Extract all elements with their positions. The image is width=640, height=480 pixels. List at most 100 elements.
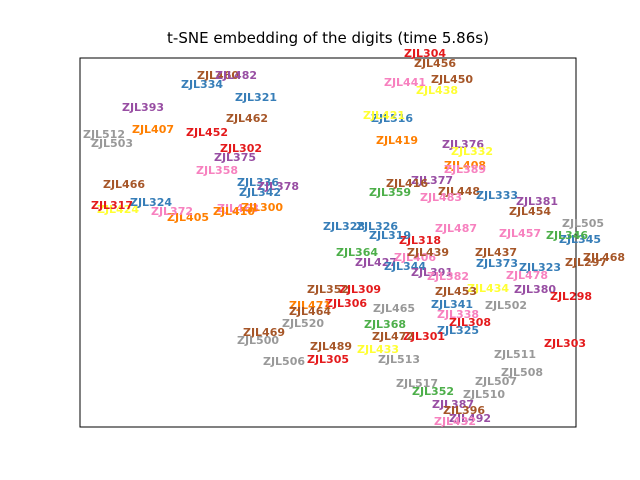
point-label: ZJL478 — [506, 269, 548, 282]
point-label: ZJL381 — [516, 195, 558, 208]
point-label: ZJL502 — [485, 299, 527, 312]
point-label: ZJL326 — [356, 220, 398, 233]
point-label: ZJL396 — [443, 404, 485, 417]
point-label: ZJL298 — [550, 290, 592, 303]
point-label: ZJL433 — [357, 343, 399, 356]
point-label: ZJL466 — [103, 178, 145, 191]
point-label: ZJL324 — [130, 196, 172, 209]
point-label: ZJL297 — [565, 256, 607, 269]
point-label: ZJL304 — [404, 47, 446, 60]
point-label: ZJL332 — [451, 145, 493, 158]
point-label: ZJL408 — [444, 159, 486, 172]
point-label: ZJL471 — [289, 299, 331, 312]
point-label: ZJL372 — [151, 205, 193, 218]
point-label: ZJL346 — [546, 229, 588, 242]
point-label: ZJL424 — [97, 203, 139, 216]
point-label: ZJL325 — [437, 324, 479, 337]
point-label: ZJL492 — [449, 412, 491, 425]
point-label: ZJL380 — [514, 283, 556, 296]
point-label: ZJL462 — [226, 112, 268, 125]
point-label: ZJL303 — [544, 337, 586, 350]
point-label: ZJL389 — [444, 163, 486, 176]
point-label: ZJL507 — [475, 375, 517, 388]
point-label: ZJL336 — [237, 176, 279, 189]
point-label: ZJL302 — [220, 142, 262, 155]
point-label: ZJL450 — [431, 73, 473, 86]
point-label: ZJL358 — [196, 164, 238, 177]
point-label: ZJL317 — [91, 199, 133, 212]
point-label: ZJL452 — [186, 126, 228, 139]
point-label: ZJL334 — [181, 78, 223, 91]
point-label: ZJL323 — [519, 261, 561, 274]
point-label: ZJL464 — [289, 305, 331, 318]
point-label: ZJL352 — [307, 283, 349, 296]
point-label: ZJL306 — [325, 297, 367, 310]
point-label: ZJL387 — [432, 398, 474, 411]
point-label: ZJL378 — [257, 180, 299, 193]
point-label: ZJL513 — [378, 353, 420, 366]
chart-title: t-SNE embedding of the digits (time 5.86… — [167, 29, 489, 47]
point-label: ZJL489 — [310, 340, 352, 353]
point-label: ZJL368 — [364, 318, 406, 331]
point-label: ZJL468 — [583, 251, 625, 264]
point-label: ZJL448 — [438, 185, 480, 198]
point-label: ZJL333 — [476, 189, 518, 202]
point-label: ZJL457 — [499, 227, 541, 240]
point-label: ZJL453 — [435, 285, 477, 298]
point-label: ZJL508 — [501, 366, 543, 379]
point-label: ZJL344 — [384, 260, 426, 273]
point-label: ZJL309 — [339, 283, 381, 296]
point-label: ZJL505 — [562, 217, 604, 230]
point-label: ZJL341 — [431, 298, 473, 311]
point-label: ZJL416 — [386, 177, 428, 190]
point-label: ZJL410 — [213, 205, 255, 218]
plot-frame — [79, 57, 577, 428]
point-label: ZJL456 — [414, 57, 456, 70]
point-label: ZJL487 — [435, 222, 477, 235]
point-label: ZJL465 — [373, 302, 415, 315]
point-label: ZJL510 — [463, 388, 505, 401]
point-label: ZJL517 — [396, 377, 438, 390]
point-label: ZJL338 — [437, 308, 479, 321]
point-label: ZJL406 — [394, 251, 436, 264]
point-label: ZJL345 — [559, 233, 601, 246]
point-label: ZJL432 — [434, 415, 476, 428]
point-label: ZJL405 — [167, 211, 209, 224]
point-label: ZJL483 — [420, 191, 462, 204]
point-label: ZJL512 — [83, 128, 125, 141]
point-label: ZJL427 — [355, 256, 397, 269]
point-label: ZJL516 — [371, 112, 413, 125]
point-label: ZJL472 — [372, 330, 414, 343]
point-label: ZJL506 — [263, 355, 305, 368]
point-label: ZJL328 — [323, 220, 365, 233]
point-label: ZJL482 — [215, 69, 257, 82]
point-label: ZJL301 — [403, 330, 445, 343]
point-label: ZJL359 — [369, 186, 411, 199]
point-label: ZJL373 — [476, 257, 518, 270]
point-label: ZJL308 — [449, 316, 491, 329]
point-label: ZJL469 — [243, 326, 285, 339]
point-label: ZJL500 — [237, 334, 279, 347]
point-label: ZJL364 — [336, 246, 378, 259]
point-label: ZJL319 — [369, 229, 411, 242]
point-label: ZJL520 — [282, 317, 324, 330]
points: ZJL304ZJL456ZJL450ZJL438ZJL441ZJL460ZJL4… — [83, 47, 625, 428]
point-label: ZJL375 — [214, 151, 256, 164]
point-label: ZJL511 — [494, 348, 536, 361]
point-label: ZJL393 — [122, 101, 164, 114]
point-label: ZJL434 — [467, 282, 509, 295]
point-label: ZJL300 — [241, 201, 283, 214]
point-label: ZJL305 — [307, 353, 349, 366]
point-label: ZJL437 — [475, 246, 517, 259]
point-label: ZJL439 — [407, 246, 449, 259]
point-label: ZJL382 — [427, 270, 469, 283]
point-label: ZJL438 — [416, 84, 458, 97]
point-label: ZJL377 — [411, 174, 453, 187]
point-label: ZJL407 — [132, 123, 174, 136]
point-label: ZJL463 — [217, 202, 259, 215]
point-label: ZJL419 — [376, 134, 418, 147]
point-label: ZJL352 — [412, 385, 454, 398]
point-label: ZJL503 — [91, 137, 133, 150]
